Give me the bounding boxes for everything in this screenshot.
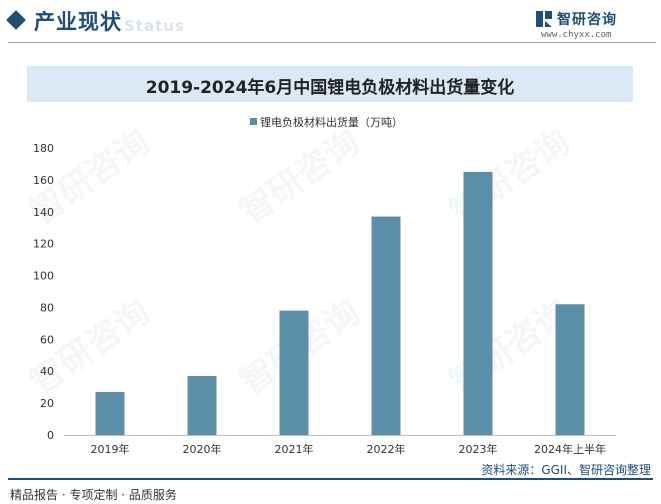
bar — [555, 304, 585, 435]
bar — [463, 171, 493, 435]
brand-name: 智研咨询 — [557, 12, 617, 28]
legend: 锂电负极材料出货量（万吨） — [250, 115, 403, 129]
y-tick-label: 40 — [40, 365, 54, 378]
legend-label: 锂电负极材料出货量（万吨） — [260, 115, 403, 129]
x-tick-label: 2021年 — [275, 442, 314, 456]
bar — [371, 216, 401, 435]
y-tick-label: 180 — [33, 142, 54, 155]
y-tick-label: 160 — [33, 174, 54, 187]
brand-logo-icon — [536, 11, 552, 27]
y-tick-label: 100 — [33, 270, 54, 283]
y-tick-label: 80 — [40, 301, 54, 314]
x-tick-label: 2023年 — [459, 442, 498, 456]
x-tick-label: 2024年上半年 — [534, 442, 606, 456]
footer-slogan: 精品报告 · 专项定制 · 品质服务 — [10, 488, 177, 502]
source-note: 资料来源：GGII、智研咨询整理 — [481, 463, 651, 477]
chart-title-band: 2019-2024年6月中国锂电负极材料出货量变化 — [27, 66, 633, 102]
y-tick-label: 60 — [40, 333, 54, 346]
legend-swatch — [250, 118, 257, 125]
page-header: Status 产业现状 智研咨询 www.chyxx.com — [0, 0, 661, 46]
y-tick-label: 0 — [47, 429, 54, 442]
brand: 智研咨询 www.chyxx.com — [535, 9, 645, 41]
chart-title: 2019-2024年6月中国锂电负极材料出货量变化 — [145, 78, 515, 98]
section-ghost-word: Status — [124, 17, 185, 35]
header-divider — [8, 42, 656, 43]
y-tick-label: 140 — [33, 206, 54, 219]
x-tick-label: 2020年 — [183, 442, 222, 456]
x-tick-label: 2019年 — [91, 442, 130, 456]
x-tick-label: 2022年 — [367, 442, 406, 456]
y-tick-label: 20 — [40, 397, 54, 410]
bar — [187, 376, 217, 435]
bars — [95, 171, 585, 435]
bar — [95, 391, 125, 435]
x-axis: 2019年 2020年 2021年 2022年 2023年 2024年上半年 — [64, 435, 616, 456]
footer-divider — [8, 478, 653, 480]
section-title: 产业现状 — [34, 10, 122, 34]
bar — [279, 310, 309, 435]
y-tick-label: 120 — [33, 238, 54, 251]
y-axis: 0 20 40 60 80 100 120 140 160 180 — [33, 142, 54, 442]
bar-chart: 锂电负极材料出货量（万吨） 0 20 40 60 80 100 120 140 160 180 2… — [33, 115, 616, 456]
brand-url: www.chyxx.com — [541, 30, 612, 40]
